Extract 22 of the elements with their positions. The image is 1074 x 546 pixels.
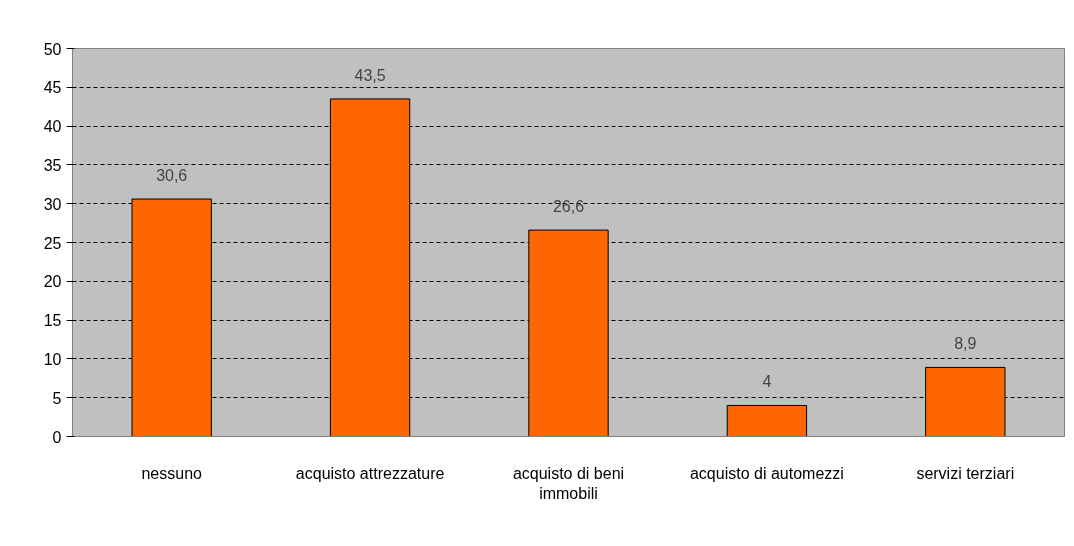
data-label: 43,5 — [354, 66, 386, 84]
y-tick-label: 35 — [43, 156, 62, 174]
data-label: 4 — [762, 373, 772, 391]
y-tick-label: 20 — [43, 273, 62, 291]
y-tick-label: 10 — [43, 350, 62, 368]
x-tick-label: servizi terziari — [916, 464, 1015, 482]
bar — [726, 404, 808, 437]
x-tick-label: acquisto di beni immobili — [512, 464, 625, 502]
y-tick-label: 30 — [43, 195, 62, 213]
data-label: 30,6 — [156, 167, 188, 185]
x-tick-label: nessuno — [141, 464, 203, 482]
data-label: 8,9 — [954, 335, 977, 353]
y-tick-label: 45 — [43, 79, 62, 97]
y-tick-label: 15 — [43, 312, 62, 330]
bar — [528, 229, 609, 437]
y-tick-label: 40 — [43, 118, 62, 136]
x-tick-label: acquisto di automezzi — [689, 464, 844, 482]
y-tick-label: 50 — [43, 40, 62, 58]
y-tick-label: 25 — [43, 234, 62, 252]
x-tick-label: acquisto attrezzature — [295, 464, 445, 482]
y-tick-label: 0 — [52, 428, 62, 446]
y-tick-label: 5 — [52, 389, 62, 407]
